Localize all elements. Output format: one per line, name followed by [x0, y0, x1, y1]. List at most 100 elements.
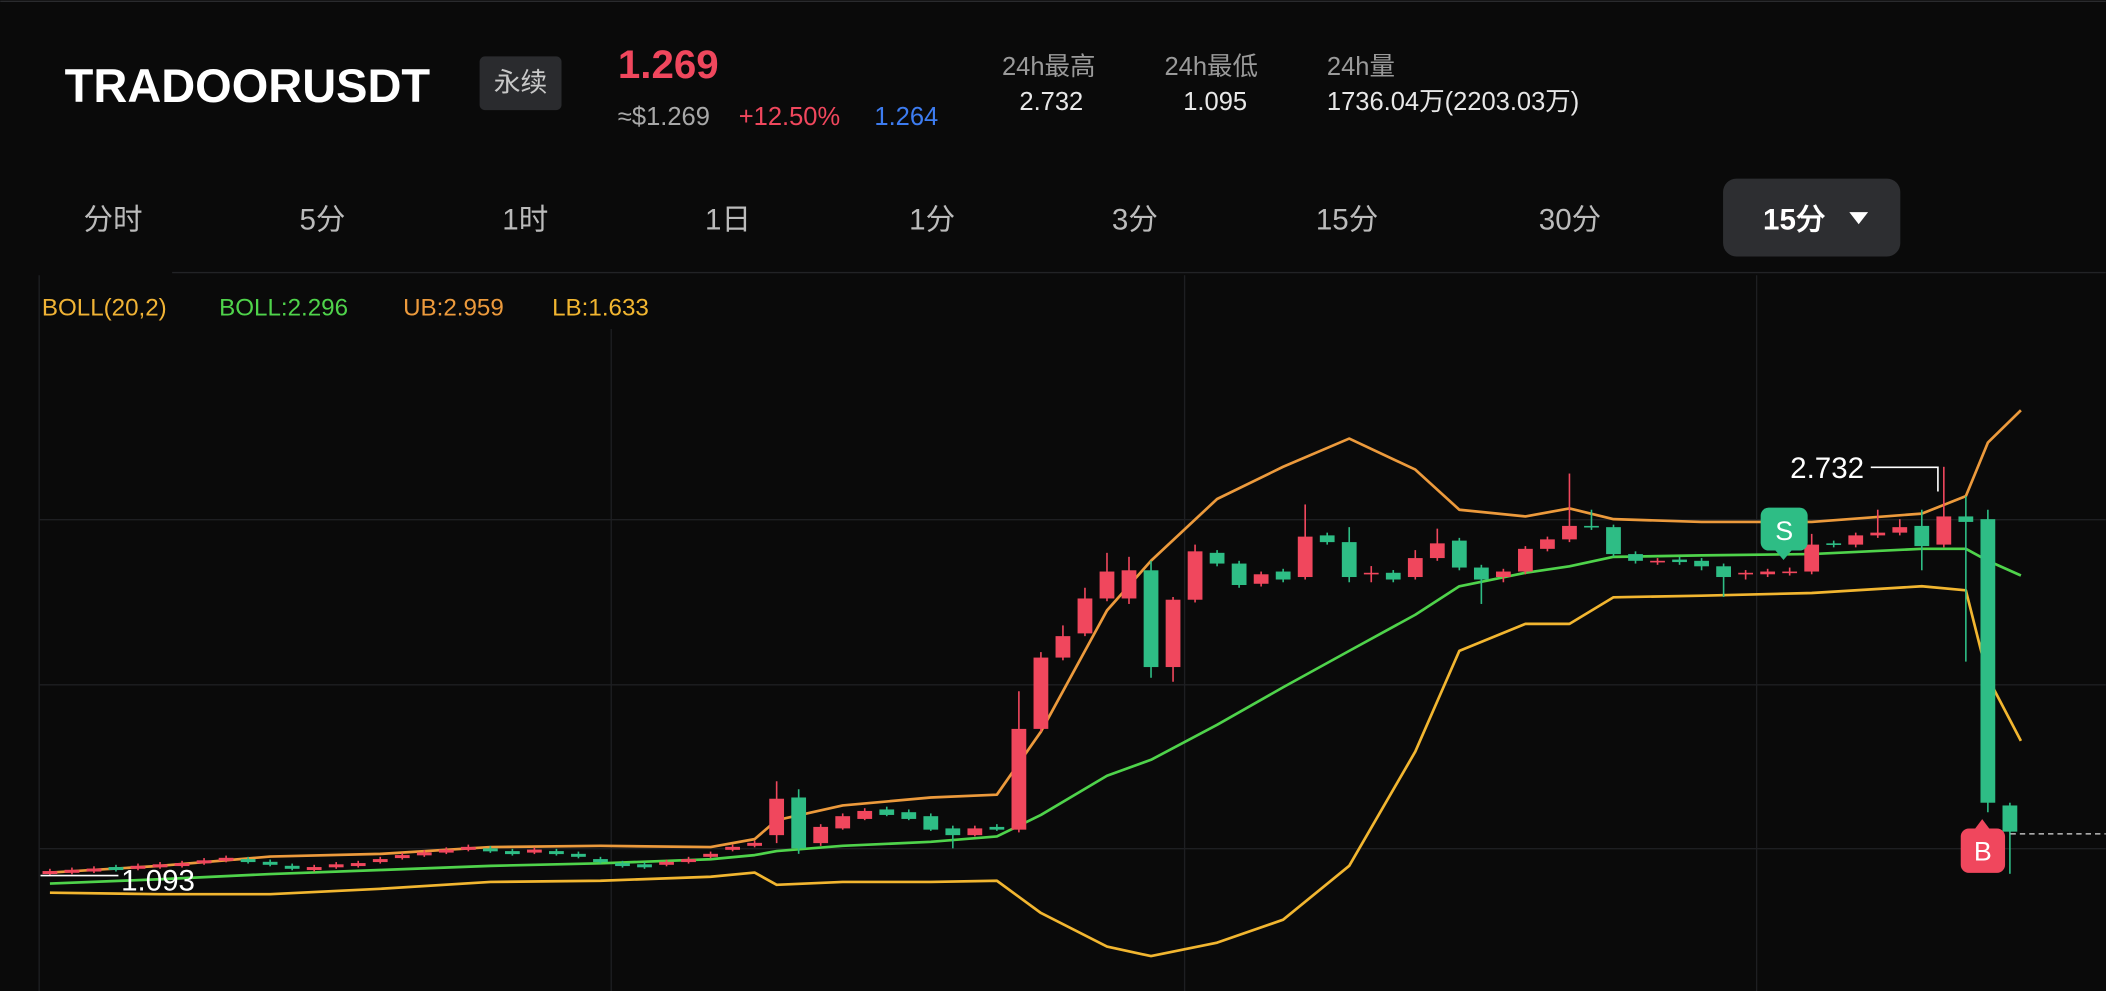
candle-body: [86, 868, 102, 872]
candle-body: [218, 857, 234, 861]
badge-text: 永续: [494, 67, 548, 97]
buy-marker[interactable]: B: [1960, 819, 2006, 873]
candle-body: [1319, 535, 1335, 543]
candle-body: [857, 810, 873, 819]
candle-body: [1716, 566, 1731, 578]
sell-badge[interactable]: [1760, 507, 1808, 551]
candle-body: [835, 816, 851, 829]
candle-body: [1275, 571, 1291, 580]
interval-tab[interactable]: 1日: [705, 204, 751, 237]
candle-body: [1584, 525, 1599, 528]
candle-body: [1738, 572, 1754, 575]
candle-body: [174, 863, 190, 867]
badge-bg: [479, 56, 562, 111]
candle-body: [571, 853, 586, 857]
candle-body: [1980, 519, 1996, 803]
candle-body: [879, 809, 895, 815]
candle-body: [1143, 570, 1159, 668]
candle-body: [1628, 554, 1643, 561]
candle-body: [1892, 527, 1908, 533]
candle-body: [637, 864, 652, 868]
candle-body: [769, 798, 785, 836]
candle-body: [1165, 599, 1181, 668]
candle-body: [306, 867, 322, 871]
high-leader: [1870, 466, 1939, 492]
sell-text[interactable]: S: [1775, 516, 1793, 546]
candle-body: [1650, 560, 1665, 563]
candle-body: [1407, 558, 1423, 578]
candle-body: [1672, 559, 1687, 563]
candle-body: [989, 826, 1005, 830]
candle-body: [1429, 543, 1445, 559]
sell-pointer: [1775, 550, 1792, 560]
candle-body: [1363, 572, 1379, 575]
candle-body: [1231, 563, 1247, 586]
indicator-ub: UB:2.959: [403, 295, 504, 322]
change: +12.50%: [739, 103, 840, 131]
boll-line: [49, 584, 2023, 958]
candle-body: [240, 859, 256, 863]
last-price: 1.269: [618, 42, 719, 87]
candle-body: [42, 871, 58, 875]
interval-tab[interactable]: 分时: [83, 204, 142, 237]
interval-tab[interactable]: 30分: [1539, 204, 1601, 237]
high-label: 2.732: [1790, 452, 1864, 485]
sell-marker[interactable]: S: [1760, 507, 1808, 560]
selected-tab-bg[interactable]: [1723, 178, 1901, 257]
candle-body: [1936, 516, 1952, 545]
low-annotation: 1.093: [40, 864, 195, 897]
candle-body: [945, 828, 961, 836]
interval-tab[interactable]: 3分: [1112, 204, 1158, 237]
candle-body: [1011, 728, 1027, 830]
candle-body: [1870, 532, 1886, 536]
candle-body: [725, 846, 740, 850]
candle-body: [1518, 548, 1533, 572]
candle-body: [703, 853, 718, 857]
interval-tab[interactable]: 1分: [909, 204, 955, 237]
candle-body: [1209, 552, 1225, 564]
selected-tab[interactable]: 15分: [1763, 204, 1826, 237]
candle-body: [350, 863, 366, 867]
candle-body: [1253, 574, 1269, 584]
dropdown-arrow[interactable]: [1849, 212, 1869, 225]
candle-body: [1187, 551, 1203, 600]
interval-tab[interactable]: 5分: [300, 204, 346, 237]
buy-pointer: [1974, 819, 1991, 830]
interval-tab[interactable]: 1时: [502, 204, 548, 237]
indicator-name: BOLL(20,2): [42, 295, 167, 322]
candle-body: [108, 867, 124, 871]
stat-label: 24h量: [1327, 53, 1395, 81]
candle-body: [1055, 636, 1071, 658]
candle-body: [1958, 516, 1974, 522]
candle-body: [1694, 560, 1709, 567]
candle-body: [549, 851, 564, 855]
buy-badge[interactable]: [1960, 828, 2006, 873]
stat-value: 2.732: [1019, 88, 1083, 116]
low-label: 1.093: [121, 864, 195, 897]
candle-body: [1099, 571, 1115, 599]
candle-body: [681, 859, 696, 863]
candle-body: [372, 859, 388, 863]
stat-value: 1736.04万(2203.03万): [1327, 88, 1579, 116]
candle-body: [1540, 539, 1555, 549]
candle-body: [482, 848, 498, 852]
candle-body: [196, 860, 212, 864]
candle-body: [593, 859, 608, 863]
candle-body: [1760, 571, 1776, 575]
candle-body: [615, 863, 630, 867]
candle-body: [1804, 544, 1820, 572]
stat-label: 24h最低: [1164, 53, 1258, 81]
high-annotation: 2.732: [1790, 452, 1939, 492]
selected-interval[interactable]: 15分: [1723, 178, 1901, 257]
interval-tab[interactable]: 15分: [1316, 204, 1378, 237]
candle-body: [1782, 571, 1798, 574]
candle-body: [527, 849, 542, 853]
candle-body: [328, 864, 344, 868]
indicator-lb: LB:1.633: [552, 295, 649, 322]
boll-line: [49, 409, 2022, 874]
candle-body: [438, 849, 454, 853]
boll-line: [49, 547, 2022, 885]
buy-text[interactable]: B: [1974, 837, 1992, 867]
